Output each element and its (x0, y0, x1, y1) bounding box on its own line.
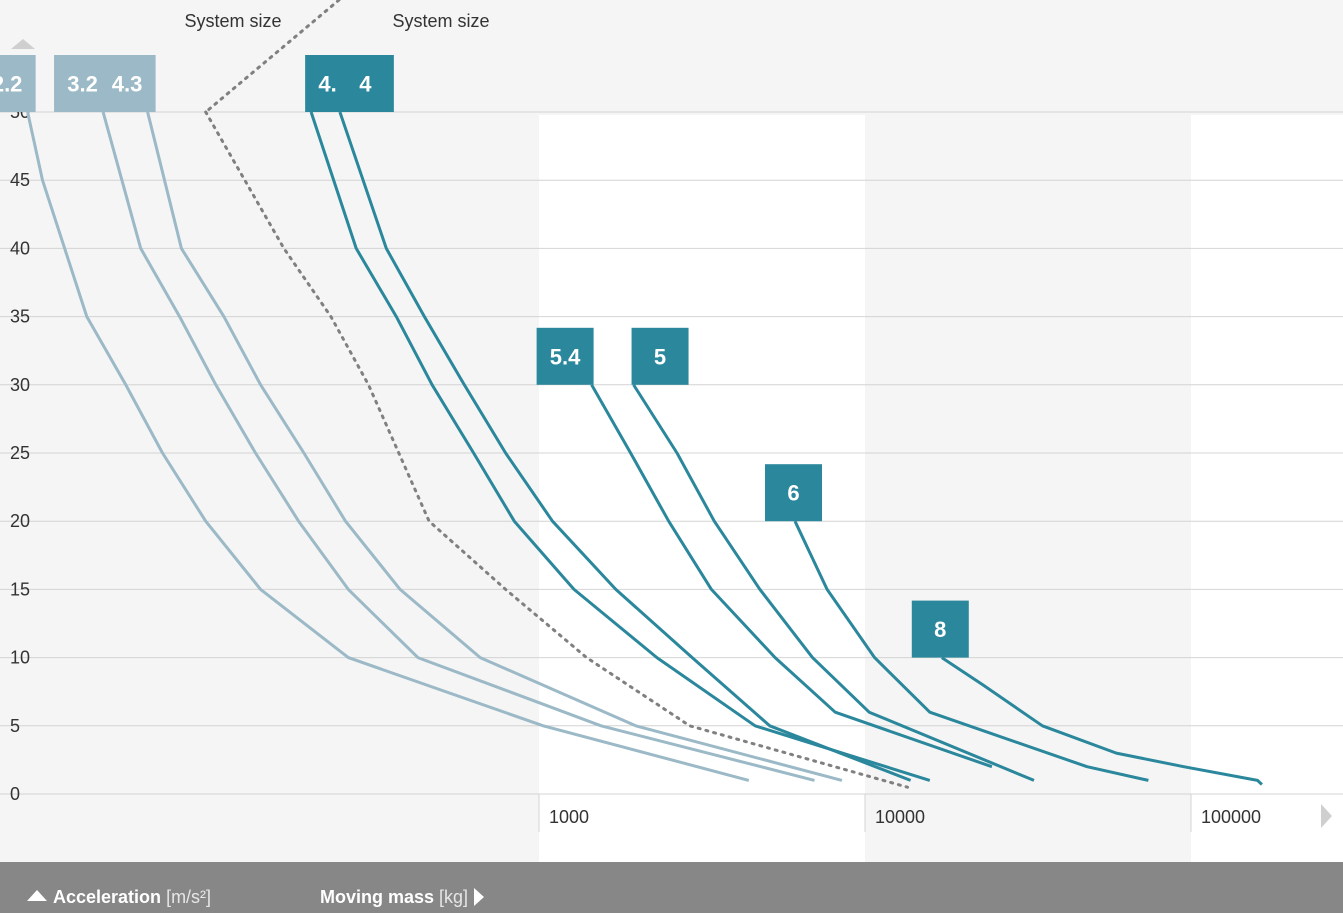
column-headers: System size System size (184, 11, 489, 31)
series-label-4-3: 4.3 (98, 55, 156, 112)
series-line-boundary (204, 110, 909, 789)
y-axis-ticks: 05101520253035404550 (10, 102, 30, 804)
series-line-8 (940, 656, 1263, 786)
y-tick-label: 15 (10, 579, 30, 599)
x-axis-unit: [kg] (439, 887, 469, 907)
y-axis-legend: Acceleration [m/s²] (27, 886, 211, 908)
series-label-8: 8 (911, 600, 969, 658)
y-axis-label: Acceleration (53, 887, 162, 907)
y-tick-label: 10 (10, 648, 30, 668)
svg-text:8: 8 (934, 617, 946, 642)
series-line-2-2 (26, 111, 750, 782)
svg-text:4.3: 4.3 (112, 72, 143, 97)
series-line-6 (793, 520, 1149, 782)
x-axis-legend: Moving mass [kg] (320, 886, 485, 908)
y-tick-label: 25 (10, 443, 30, 463)
y-tick-label: 30 (10, 375, 30, 395)
y-tick-label: 5 (10, 716, 20, 736)
series-line-4-3 (146, 111, 843, 782)
y-tick-label: 0 (10, 784, 20, 804)
y-axis-arrow-icon (11, 39, 35, 49)
svg-text:4: 4 (359, 72, 372, 97)
svg-text:3.2: 3.2 (67, 72, 98, 97)
x-axis-arrow-icon (1321, 804, 1332, 828)
band-100000 (1191, 115, 1343, 862)
svg-text:2.2: 2.2 (0, 72, 22, 97)
series-line-4 (338, 111, 912, 782)
series-line-3-2 (101, 111, 815, 782)
series-label-6: 6 (765, 464, 823, 522)
up-triangle-icon (27, 890, 47, 901)
series-line-4-3 (309, 111, 931, 782)
series-line-5-4 (590, 384, 993, 769)
y-tick-label: 20 (10, 511, 30, 531)
y-tick-label: 35 (10, 307, 30, 327)
header-right: System size (392, 11, 489, 31)
series-lines (26, 0, 1263, 789)
series-label-5-4: 5.4 (536, 327, 594, 385)
y-axis-unit: [m/s²] (166, 887, 212, 907)
series-label-4: 4 (336, 55, 394, 112)
boundary-divider (204, 0, 341, 114)
header-left: System size (184, 11, 281, 31)
x-tick-label: 100000 (1201, 807, 1261, 827)
axis-legend-bar: Acceleration [m/s²] Moving mass [kg] (0, 862, 1343, 913)
x-axis-ticks: 1000 10000 100000 (538, 794, 1261, 832)
x-tick-label: 1000 (549, 807, 589, 827)
x-tick-label: 10000 (875, 807, 925, 827)
y-tick-label: 40 (10, 238, 30, 258)
svg-text:6: 6 (787, 481, 799, 506)
x-axis-label: Moving mass (320, 887, 435, 907)
y-tick-label: 45 (10, 170, 30, 190)
series-line-5 (632, 383, 1035, 782)
series-label-2-2: 2.2 (0, 55, 36, 112)
svg-text:5: 5 (654, 344, 666, 369)
svg-text:5.4: 5.4 (550, 344, 581, 369)
right-triangle-icon (474, 888, 485, 906)
series-label-5: 5 (631, 327, 689, 385)
